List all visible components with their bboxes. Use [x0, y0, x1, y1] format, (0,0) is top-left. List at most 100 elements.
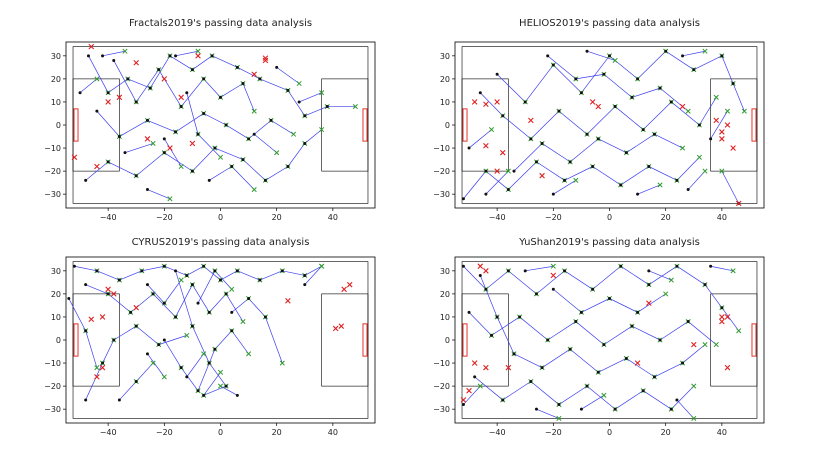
pass-success-mark: [702, 48, 708, 54]
pass-line: [248, 298, 266, 318]
pass-line: [496, 74, 526, 103]
pass-success-mark: [702, 168, 708, 174]
pass-start-point: [145, 352, 149, 356]
y-tick-label: −30: [433, 190, 450, 199]
pitch-boundary: [461, 261, 758, 419]
pass-success-mark: [184, 332, 190, 338]
pass-fail-mark: [251, 71, 257, 78]
pass-line: [474, 376, 503, 401]
pass-start-point: [263, 178, 267, 182]
pass-start-point: [235, 269, 239, 273]
pass-line: [558, 110, 588, 135]
pass-line: [463, 385, 481, 405]
pass-start-point: [174, 315, 178, 319]
pass-fail-mark: [144, 136, 151, 142]
pass-line: [299, 92, 322, 103]
pass-success-mark: [573, 177, 579, 183]
pass-fail-mark: [589, 99, 596, 105]
y-tick-label: 20: [440, 75, 450, 84]
pass-line: [485, 170, 509, 190]
y-tick-label: 20: [51, 75, 61, 84]
x-tick-label: 40: [717, 213, 727, 222]
pass-start-point: [134, 100, 138, 104]
pass-start-point: [613, 105, 617, 109]
pass-success-mark: [724, 108, 731, 114]
pass-start-point: [190, 324, 194, 328]
pass-start-point: [534, 292, 538, 296]
pass-fail-mark: [646, 300, 652, 306]
pass-start-point: [112, 58, 116, 62]
y-tick-label: −20: [44, 167, 61, 176]
pass-start-point: [280, 269, 284, 273]
pass-line: [119, 270, 142, 281]
chart-title: HELIOS2019's passing data analysis: [519, 18, 700, 29]
pass-start-point: [117, 135, 121, 139]
pass-line: [102, 50, 126, 57]
pass-start-point: [630, 324, 634, 328]
y-tick-label: −10: [44, 359, 61, 368]
pass-line: [581, 298, 610, 313]
pass-start-point: [563, 178, 567, 182]
pass-start-point: [190, 169, 194, 173]
y-tick-label: 10: [51, 313, 61, 322]
pass-start-point: [126, 77, 130, 81]
pass-line: [214, 330, 232, 350]
pass-start-point: [484, 192, 488, 196]
pass-success-mark: [319, 90, 325, 96]
goal-right: [751, 108, 757, 142]
pass-success-mark: [663, 291, 669, 297]
pass-start-point: [652, 375, 656, 379]
pass-line: [642, 101, 672, 130]
pass-line: [287, 90, 306, 116]
pass-start-point: [568, 160, 572, 164]
pass-fail-mark: [262, 57, 269, 64]
panel-fractals2019: Fractals2019's passing data analysis −40…: [44, 18, 376, 222]
pass-line: [592, 166, 621, 186]
pass-start-point: [258, 278, 262, 282]
pass-start-point: [647, 165, 651, 168]
x-tick-label: 0: [607, 213, 612, 222]
pass-line: [197, 349, 216, 391]
pass-fail-mark: [634, 360, 641, 366]
pass-start-point: [523, 269, 527, 273]
pass-line: [141, 265, 165, 272]
pass-line: [158, 335, 187, 345]
pass-line: [479, 275, 498, 318]
pass-start-point: [461, 403, 465, 407]
pass-line: [79, 78, 98, 93]
y-tick-label: 10: [440, 313, 450, 322]
chart-title: Fractals2019's passing data analysis: [129, 18, 312, 29]
pass-start-point: [297, 100, 301, 104]
pass-fail-mark: [189, 140, 196, 147]
pass-start-point: [174, 130, 178, 134]
pass-success-mark: [679, 145, 686, 151]
x-tick-label: −20: [156, 428, 173, 437]
pass-fail-mark: [483, 101, 489, 108]
pass-line: [598, 358, 627, 373]
pass-start-point: [484, 287, 488, 291]
pass-line: [107, 293, 131, 313]
pass-start-point: [467, 310, 471, 314]
pass-start-point: [286, 88, 290, 92]
pass-start-point: [84, 178, 88, 182]
pass-start-point: [658, 86, 662, 90]
pass-fail-mark: [483, 142, 489, 149]
pass-line: [237, 67, 260, 80]
axes-frame: [65, 41, 376, 209]
pass-start-point: [117, 278, 121, 282]
penalty-area-left: [72, 293, 120, 387]
pass-start-point: [568, 347, 572, 351]
pass-line: [569, 138, 599, 163]
y-tick-label: 10: [440, 98, 450, 107]
pass-line: [225, 293, 244, 322]
pass-success-mark: [195, 48, 201, 54]
penalty-area-right: [710, 78, 758, 172]
pass-success-mark: [251, 187, 257, 193]
y-tick-label: 20: [440, 290, 450, 299]
pass-line: [480, 92, 504, 117]
pass-start-point: [484, 169, 488, 173]
y-tick-label: −10: [433, 144, 450, 153]
pass-start-point: [303, 114, 307, 118]
pass-success-mark: [505, 168, 511, 174]
pass-success-mark: [217, 383, 224, 389]
